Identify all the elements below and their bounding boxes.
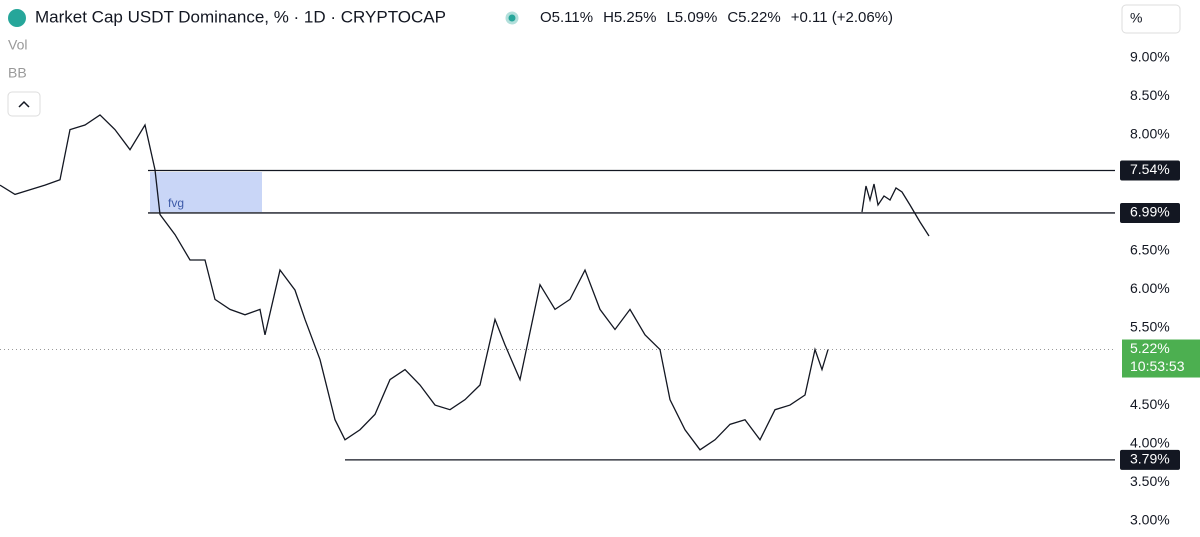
collapse-icon (18, 100, 30, 108)
hand-drawing (861, 183, 930, 237)
ohlc-value: +0.11 (+2.06%) (791, 9, 893, 26)
symbol-icon (8, 9, 26, 27)
fvg-box (150, 172, 262, 212)
price-line (0, 114, 829, 451)
scale-button[interactable] (1121, 4, 1181, 34)
last-price-badge (1122, 339, 1200, 378)
level-label: 3.79% (1130, 451, 1170, 467)
status-dot (505, 11, 519, 25)
y-tick-label: 8.50% (1130, 87, 1170, 103)
y-tick-label: 3.00% (1130, 512, 1170, 528)
level-label: 6.99% (1130, 204, 1170, 220)
y-tick-label: 5.50% (1130, 319, 1170, 335)
scale-button-label[interactable]: % (1130, 10, 1142, 26)
countdown: 10:53:53 (1130, 358, 1185, 374)
ohlc-legend: O5.11% H5.25% L5.09% C5.22% +0.11 (+2.06%) (540, 9, 893, 26)
y-tick-label: 4.00% (1130, 434, 1170, 450)
y-tick-label: 4.50% (1130, 396, 1170, 412)
level-badge (1120, 160, 1180, 181)
y-tick-label: 9.00% (1130, 49, 1170, 65)
y-tick-label: 8.00% (1130, 126, 1170, 142)
ohlc-value: O5.11% (540, 9, 593, 26)
y-tick-label: 3.50% (1130, 473, 1170, 489)
last-price-label: 5.22% (1130, 340, 1170, 356)
indicator-label[interactable]: Vol (8, 37, 27, 53)
y-tick-label: 6.50% (1130, 241, 1170, 257)
collapse-button[interactable] (7, 91, 41, 117)
level-badge (1120, 449, 1180, 470)
chart-title: Market Cap USDT Dominance, % · 1D · CRYP… (35, 7, 446, 26)
level-label: 7.54% (1130, 161, 1170, 177)
ohlc-value: C5.22% (727, 9, 780, 26)
ohlc-value: L5.09% (666, 9, 717, 26)
fvg-label: fvg (168, 196, 184, 210)
y-tick-label: 6.00% (1130, 280, 1170, 296)
ohlc-value: H5.25% (603, 9, 656, 26)
indicator-label[interactable]: BB (8, 65, 27, 81)
level-badge (1120, 202, 1180, 223)
